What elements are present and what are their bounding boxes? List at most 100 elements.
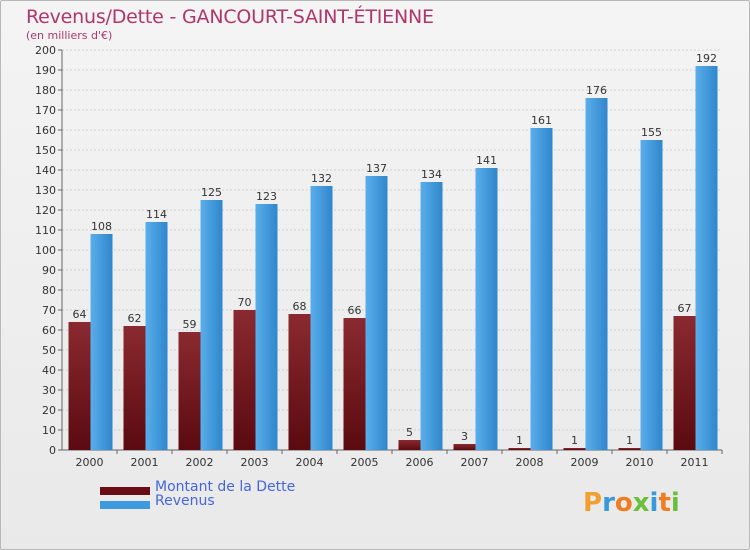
y-tick-label: 90 bbox=[42, 264, 56, 277]
revenus-bar bbox=[365, 176, 388, 450]
dette-value-label: 70 bbox=[238, 296, 252, 309]
revenus-bar bbox=[200, 200, 223, 450]
dette-bar bbox=[233, 310, 256, 450]
y-tick-label: 150 bbox=[35, 144, 56, 157]
revenus-value-label: 137 bbox=[366, 162, 387, 175]
dette-bar bbox=[123, 326, 146, 450]
y-tick-label: 180 bbox=[35, 84, 56, 97]
legend-swatch-dette bbox=[100, 487, 150, 495]
dette-value-label: 5 bbox=[406, 426, 413, 439]
logo-letter: i bbox=[649, 488, 659, 518]
revenus-value-label: 123 bbox=[256, 190, 277, 203]
x-tick-label: 2011 bbox=[681, 456, 709, 469]
y-tick-label: 190 bbox=[35, 64, 56, 77]
dette-bar bbox=[68, 322, 91, 450]
revenus-value-label: 132 bbox=[311, 172, 332, 185]
y-tick-label: 30 bbox=[42, 384, 56, 397]
dette-bar bbox=[343, 318, 366, 450]
legend-label-revenus: Revenus bbox=[155, 493, 215, 509]
y-tick-label: 120 bbox=[35, 204, 56, 217]
revenus-value-label: 176 bbox=[586, 84, 607, 97]
x-tick-label: 2009 bbox=[571, 456, 599, 469]
dette-value-label: 1 bbox=[571, 434, 578, 447]
label-layer: 64 108 62 114 59 125 70 123 68 132 66 137 5 134 3 141 1 1… bbox=[73, 52, 718, 447]
dette-bar bbox=[563, 448, 586, 450]
chart-title: Revenus/Dette - GANCOURT-SAINT-ÉTIENNE bbox=[26, 6, 434, 28]
logo-letter: t bbox=[658, 488, 671, 518]
proxiti-logo: Proxiti bbox=[583, 488, 680, 518]
dette-bar bbox=[453, 444, 476, 450]
x-tick-label: 2004 bbox=[296, 456, 324, 469]
grid-layer bbox=[62, 49, 722, 451]
revenus-bar bbox=[695, 66, 718, 450]
dette-bar bbox=[673, 316, 696, 450]
revenus-value-label: 155 bbox=[641, 126, 662, 139]
y-tick-label: 140 bbox=[35, 164, 56, 177]
y-tick-label: 70 bbox=[42, 304, 56, 317]
revenus-bar bbox=[640, 140, 663, 450]
dette-bar bbox=[508, 448, 531, 450]
x-tick-label: 2008 bbox=[516, 456, 544, 469]
revenus-value-label: 108 bbox=[91, 220, 112, 233]
revenus-value-label: 134 bbox=[421, 168, 442, 181]
x-tick-label: 2001 bbox=[131, 456, 159, 469]
revenus-value-label: 161 bbox=[531, 114, 552, 127]
y-tick-label: 100 bbox=[35, 244, 56, 257]
chart-subtitle: (en milliers d'€) bbox=[26, 29, 113, 42]
logo-letter: x bbox=[632, 488, 650, 518]
logo-letter: r bbox=[602, 488, 615, 518]
y-tick-label: 40 bbox=[42, 364, 56, 377]
y-tick-label: 110 bbox=[35, 224, 56, 237]
dette-value-label: 67 bbox=[678, 302, 692, 315]
dette-value-label: 68 bbox=[293, 300, 307, 313]
dette-value-label: 64 bbox=[73, 308, 87, 321]
revenus-value-label: 125 bbox=[201, 186, 222, 199]
y-tick-label: 160 bbox=[35, 124, 56, 137]
x-tick-label: 2006 bbox=[406, 456, 434, 469]
logo-letter: o bbox=[614, 488, 633, 518]
dette-bar bbox=[288, 314, 311, 450]
revenus-bar bbox=[585, 98, 608, 450]
axis-layer: 0 10 20 30 40 50 60 70 80 90 100 110 120 130 140 150 160… bbox=[35, 44, 723, 469]
revenus-bar bbox=[420, 182, 443, 450]
dette-value-label: 62 bbox=[128, 312, 142, 325]
revenus-bar bbox=[475, 168, 498, 450]
y-tick-label: 60 bbox=[42, 324, 56, 337]
dette-value-label: 66 bbox=[348, 304, 362, 317]
x-tick-label: 2000 bbox=[76, 456, 104, 469]
dette-value-label: 1 bbox=[516, 434, 523, 447]
dette-bar bbox=[618, 448, 641, 450]
logo-letter: i bbox=[670, 488, 680, 518]
revenus-bar bbox=[90, 234, 113, 450]
dette-value-label: 3 bbox=[461, 430, 468, 443]
y-tick-label: 170 bbox=[35, 104, 56, 117]
legend-label-dette: Montant de la Dette bbox=[155, 479, 296, 495]
dette-bar bbox=[178, 332, 201, 450]
y-tick-label: 80 bbox=[42, 284, 56, 297]
dette-value-label: 1 bbox=[626, 434, 633, 447]
y-tick-label: 200 bbox=[35, 44, 56, 57]
dette-value-label: 59 bbox=[183, 318, 197, 331]
revenus-value-label: 192 bbox=[696, 52, 717, 65]
logo-letter: P bbox=[583, 488, 603, 518]
revenus-bar bbox=[145, 222, 168, 450]
revenus-bar bbox=[255, 204, 278, 450]
legend-swatch-revenus bbox=[100, 501, 150, 509]
x-tick-label: 2002 bbox=[186, 456, 214, 469]
x-tick-label: 2007 bbox=[461, 456, 489, 469]
x-tick-label: 2003 bbox=[241, 456, 269, 469]
x-tick-label: 2005 bbox=[351, 456, 379, 469]
y-tick-label: 20 bbox=[42, 404, 56, 417]
revenus-bar bbox=[530, 128, 553, 450]
x-tick-label: 2010 bbox=[626, 456, 654, 469]
y-tick-label: 50 bbox=[42, 344, 56, 357]
revenus-value-label: 141 bbox=[476, 154, 497, 167]
revenus-value-label: 114 bbox=[146, 208, 167, 221]
y-tick-label: 0 bbox=[49, 444, 56, 457]
bar-layer bbox=[68, 66, 718, 450]
dette-bar bbox=[398, 440, 421, 450]
revenus-bar bbox=[310, 186, 333, 450]
y-tick-label: 10 bbox=[42, 424, 56, 437]
y-tick-label: 130 bbox=[35, 184, 56, 197]
